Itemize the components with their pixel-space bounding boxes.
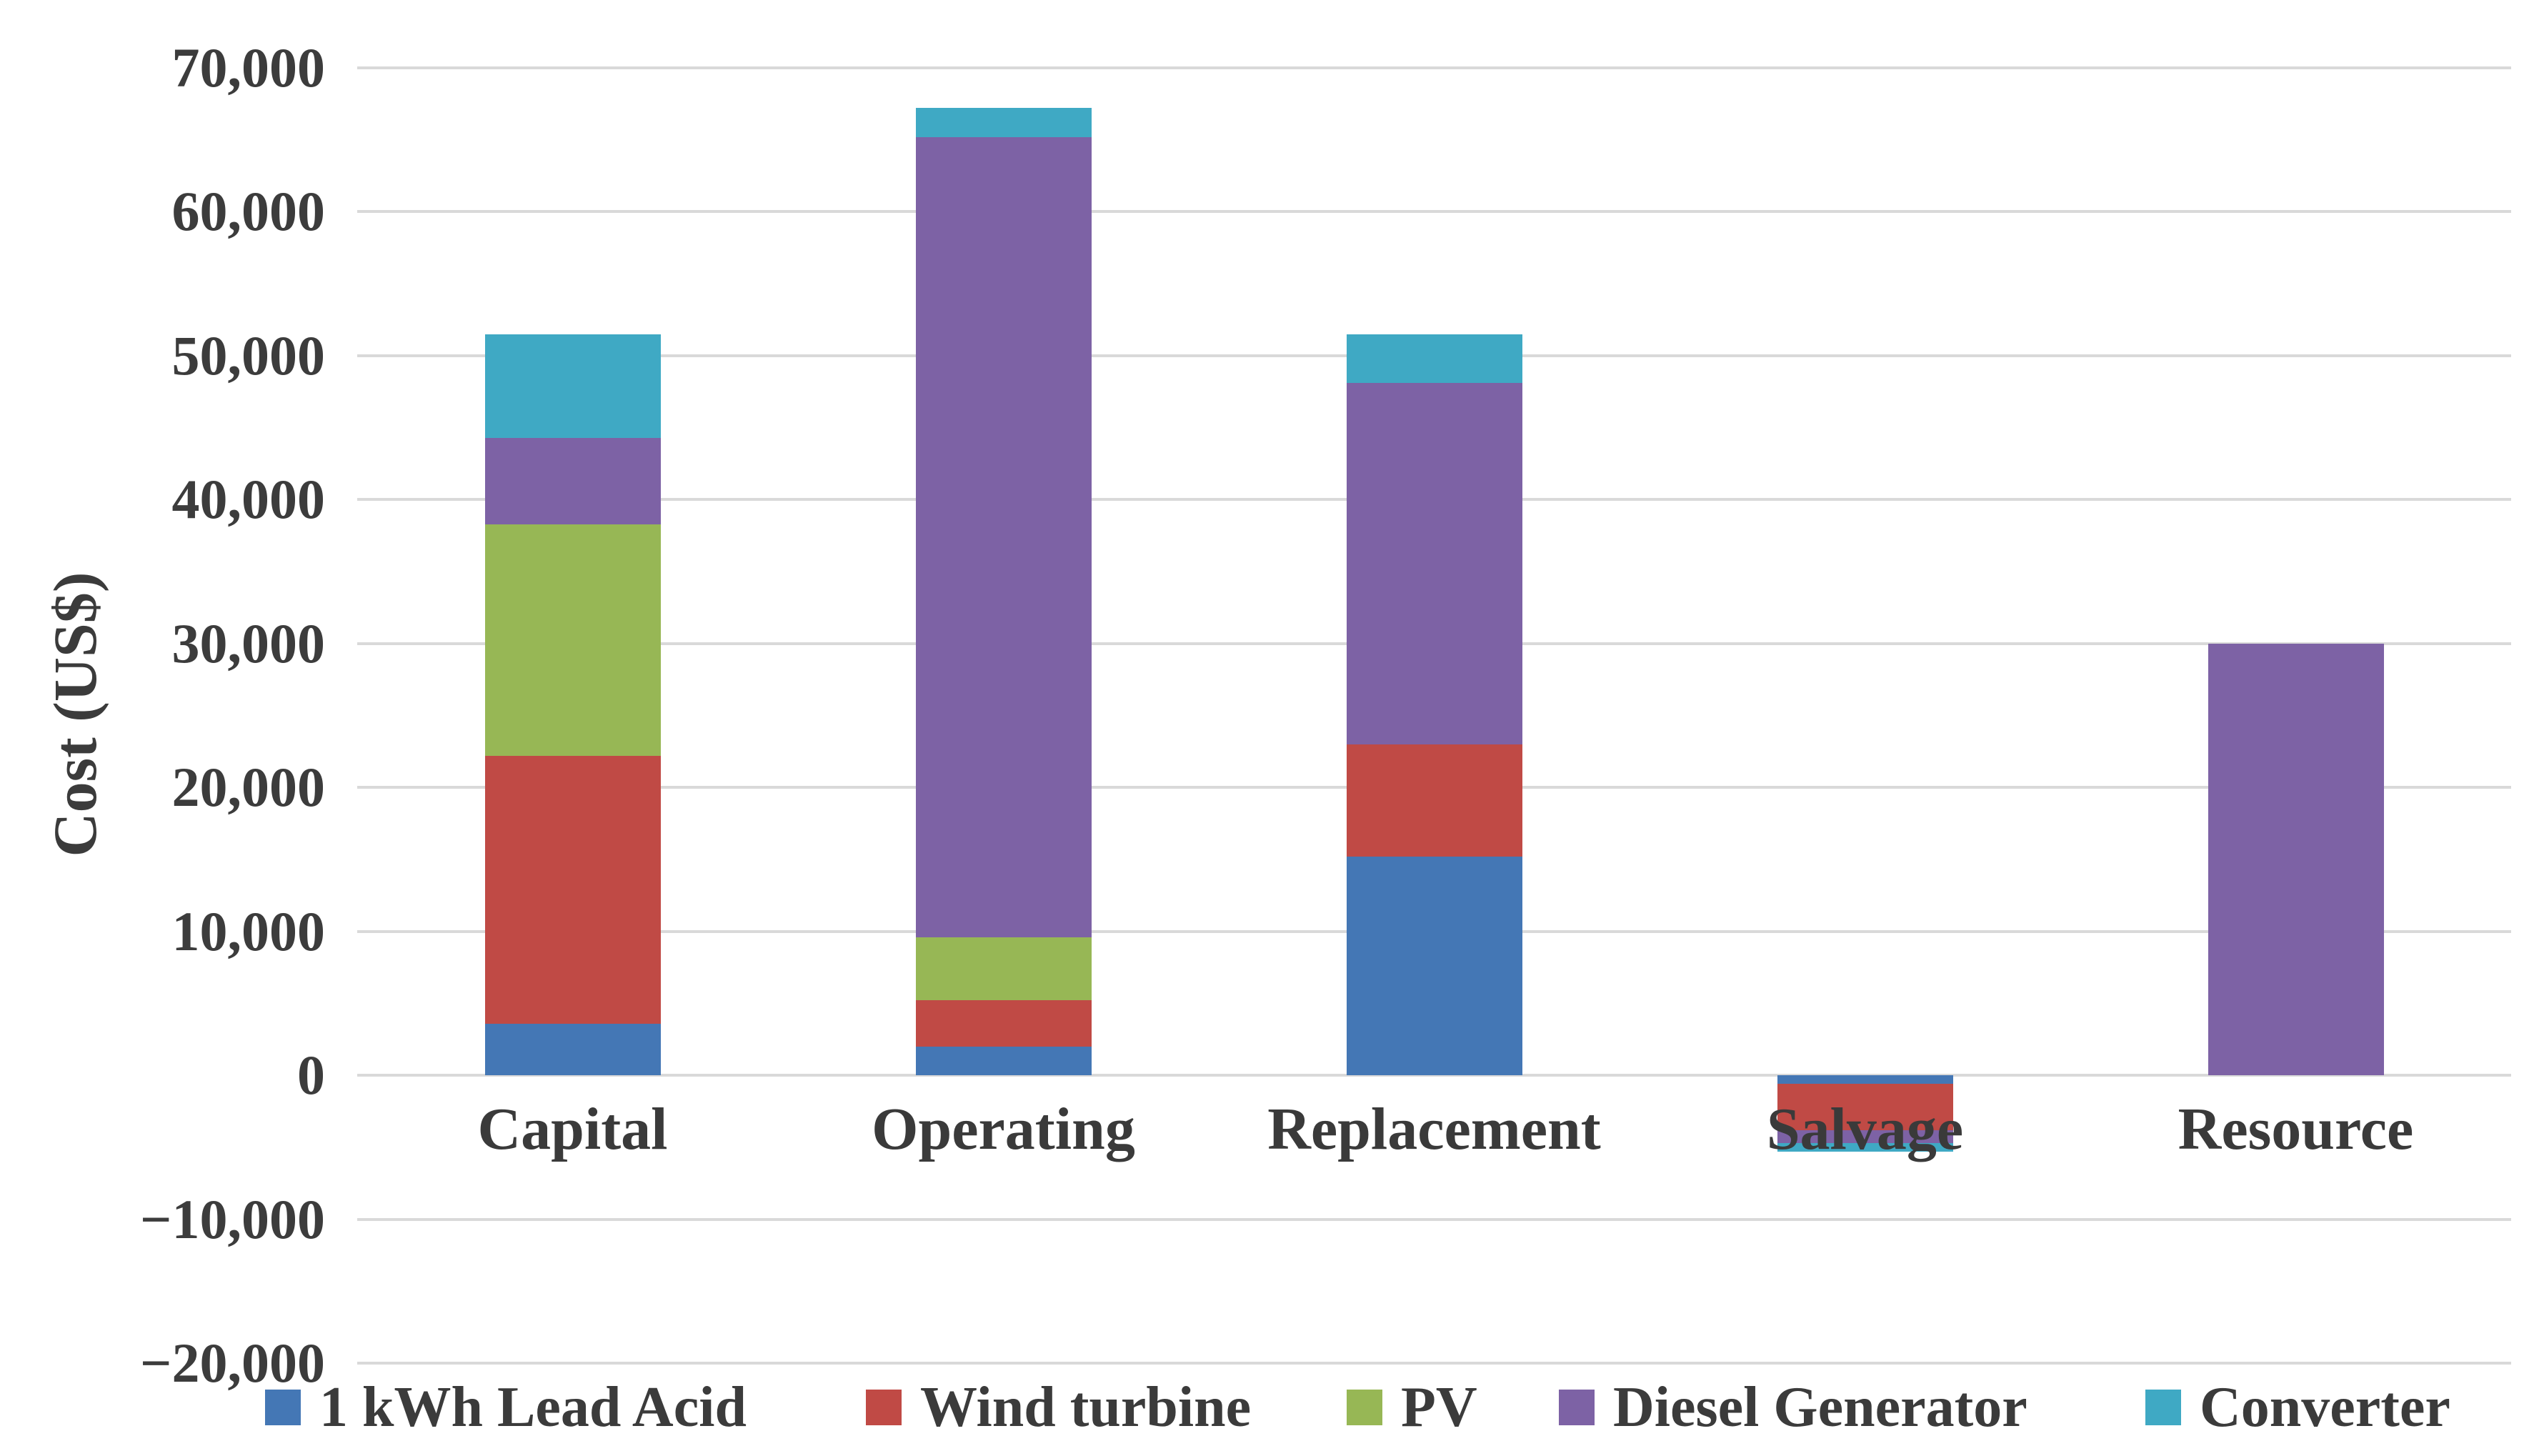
legend-label: Diesel Generator [1613,1376,2027,1439]
x-category-label: Salvage [1766,1096,1964,1162]
x-category-label: Operating [872,1096,1135,1162]
gridline [357,1074,2511,1077]
bar-segment-converter [484,334,661,438]
bar-segment-pv [915,937,1092,1001]
legend-swatch-icon [1559,1390,1595,1425]
legend-item: Diesel Generator [1559,1373,2027,1442]
bar-segment-converter [1346,334,1522,384]
y-tick-label: 50,000 [171,324,326,387]
x-category-label: Replacement [1267,1096,1601,1162]
bar-segment-converter [915,108,1092,137]
legend-item: Wind turbine [866,1373,1251,1442]
bar-segment-1-kwh-lead-acid [484,1023,661,1076]
y-tick-label: 30,000 [171,612,326,674]
bar-segment-wind-turbine [1346,744,1522,857]
x-category-label: Capital [477,1096,668,1162]
bar-segment-1-kwh-lead-acid [915,1046,1092,1076]
y-tick-label: 60,000 [171,180,326,243]
legend-swatch-icon [866,1390,902,1425]
y-tick-label: −10,000 [140,1187,325,1250]
legend-item: Converter [2145,1373,2450,1442]
gridline [357,210,2511,214]
y-tick-label: 20,000 [171,756,326,819]
legend-swatch-icon [2145,1390,2181,1425]
bar-segment-converter [1777,1142,1953,1152]
bar-segment-1-kwh-lead-acid [1346,856,1522,1076]
legend-label: 1 kWh Lead Acid [319,1376,747,1439]
legend-label: Wind turbine [920,1376,1252,1439]
legend-swatch-icon [1347,1390,1382,1425]
gridline [357,1217,2511,1221]
legend-swatch-icon [265,1390,301,1425]
legend-label: PV [1401,1376,1477,1439]
bar-segment-diesel-generator [1346,383,1522,744]
y-tick-label: 10,000 [171,899,326,962]
bar-segment-diesel-generator [1777,1130,1953,1143]
bar-segment-pv [484,524,661,756]
y-tick-label: 40,000 [171,468,326,531]
y-tick-label: 70,000 [171,36,326,99]
y-tick-label: −20,000 [140,1332,325,1394]
y-tick-label: 0 [297,1044,325,1107]
bar-segment-diesel-generator [915,136,1092,937]
bar-segment-wind-turbine [915,1000,1092,1047]
legend-item: PV [1347,1373,1477,1442]
legend-label: Converter [2200,1376,2450,1439]
gridline [357,1362,2511,1365]
x-category-label: Resource [2178,1096,2414,1162]
legend-item: 1 kWh Lead Acid [265,1373,747,1442]
bar-segment-diesel-generator [484,437,661,524]
bar-segment-diesel-generator [2208,643,2384,1076]
bar-segment-wind-turbine [1777,1084,1953,1130]
bar-segment-1-kwh-lead-acid [1777,1075,1953,1084]
bar-segment-wind-turbine [484,755,661,1024]
gridline [357,66,2511,69]
